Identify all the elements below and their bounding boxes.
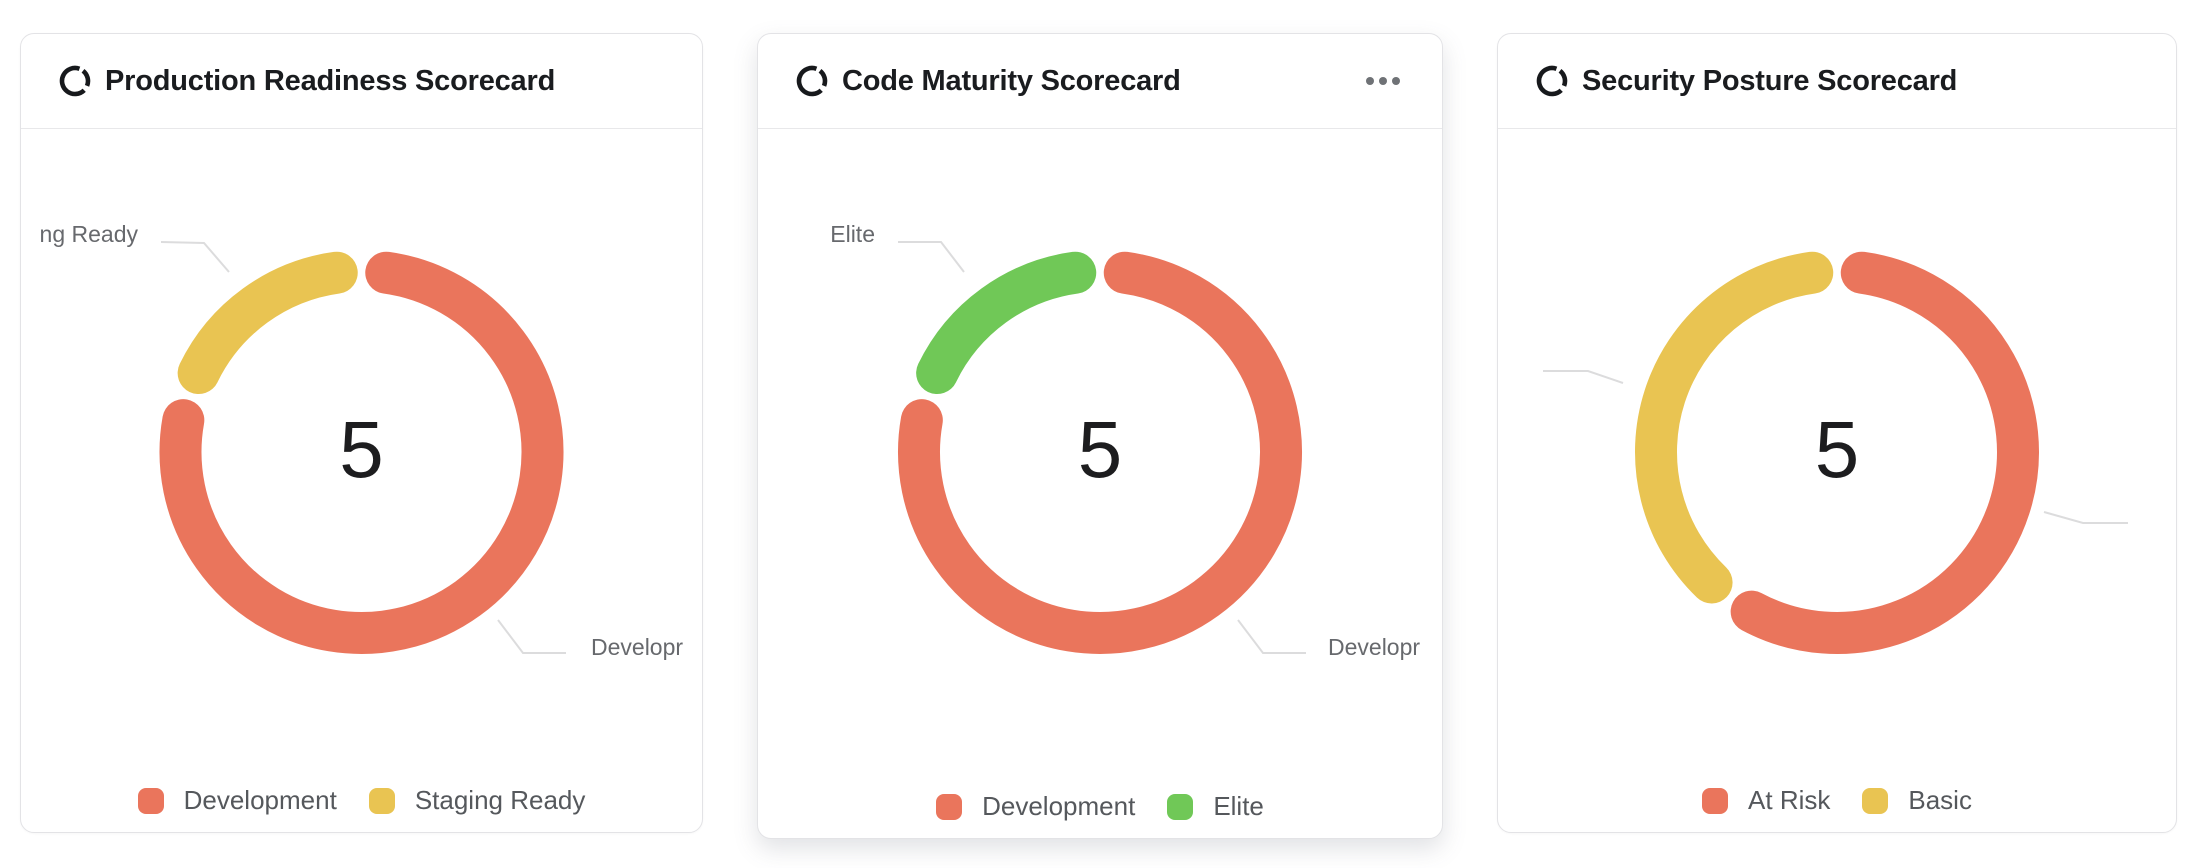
card-security-posture-scorecard: Security Posture Scorecard 5 At Risk Bas… (1497, 33, 2177, 833)
legend-label: Development (982, 791, 1136, 821)
label-leader-line (898, 241, 965, 273)
legend-label: Basic (1908, 785, 1972, 815)
dot (1392, 77, 1400, 85)
more-options-button[interactable] (1362, 69, 1404, 93)
legend-item-development[interactable]: Development (936, 791, 1135, 822)
legend-item-staging-ready[interactable]: Staging Ready (368, 785, 586, 816)
donut-chart[interactable] (21, 129, 702, 729)
legend-label: Development (183, 785, 337, 815)
chart-area: 5 At Risk Basic (1498, 129, 2176, 832)
label-leader-line (1237, 619, 1306, 654)
label-leader-line (2043, 511, 2128, 524)
scorecard-ring-icon (796, 65, 828, 97)
donut-segment-at-risk[interactable] (1730, 251, 2039, 654)
legend-item-basic[interactable]: Basic (1862, 785, 1972, 816)
slice-label-right: Developr (1328, 634, 1421, 660)
legend-label: Staging Ready (414, 785, 586, 815)
legend: Development Elite (758, 791, 1442, 822)
card-code-maturity-scorecard: Code Maturity Scorecard 5 Elite Developr… (757, 33, 1443, 839)
slice-label-right: Developr (591, 634, 684, 660)
donut-segment-development[interactable] (159, 251, 564, 654)
ellipsis-icon (1366, 77, 1400, 85)
donut-segment-basic[interactable] (1635, 251, 1834, 604)
legend: Development Staging Ready (21, 785, 702, 816)
legend-item-at-risk[interactable]: At Risk (1702, 785, 1830, 816)
legend-item-elite[interactable]: Elite (1167, 791, 1264, 822)
scorecard-ring-icon (59, 65, 91, 97)
legend-marker (1862, 787, 1889, 814)
card-title: Production Readiness Scorecard (105, 64, 556, 97)
legend-item-development[interactable]: Development (137, 785, 337, 816)
donut-segment-development[interactable] (898, 251, 1302, 654)
donut-chart[interactable] (758, 129, 1442, 729)
legend-marker (1702, 787, 1729, 814)
slice-label-left: ng Ready (39, 221, 138, 247)
legend-label: Elite (1213, 791, 1264, 821)
legend-marker (936, 793, 963, 820)
card-production-readiness-scorecard: Production Readiness Scorecard 5 ng Read… (20, 33, 703, 833)
label-leader-line (160, 241, 230, 273)
dot (1366, 77, 1374, 85)
chart-area: 5 Elite Developr Development Elite (758, 129, 1442, 838)
card-header: Security Posture Scorecard (1498, 34, 2176, 129)
legend: At Risk Basic (1498, 785, 2176, 816)
donut-chart[interactable] (1498, 129, 2176, 729)
card-header: Code Maturity Scorecard (758, 34, 1442, 129)
label-leader-line (497, 619, 566, 654)
label-leader-line (1543, 370, 1624, 384)
card-title: Code Maturity Scorecard (842, 64, 1181, 97)
chart-area: 5 ng Ready Developr Development Staging … (21, 129, 702, 832)
dot (1379, 77, 1387, 85)
scorecard-ring-icon (1536, 65, 1568, 97)
donut-segment-staging-ready[interactable] (177, 251, 358, 395)
donut-segment-elite[interactable] (916, 251, 1097, 395)
legend-label: At Risk (1748, 785, 1831, 815)
card-header: Production Readiness Scorecard (21, 34, 702, 129)
legend-marker (1167, 793, 1194, 820)
legend-marker (137, 787, 164, 814)
card-title: Security Posture Scorecard (1582, 64, 1958, 97)
legend-marker (368, 787, 395, 814)
slice-label-left: Elite (830, 221, 875, 247)
